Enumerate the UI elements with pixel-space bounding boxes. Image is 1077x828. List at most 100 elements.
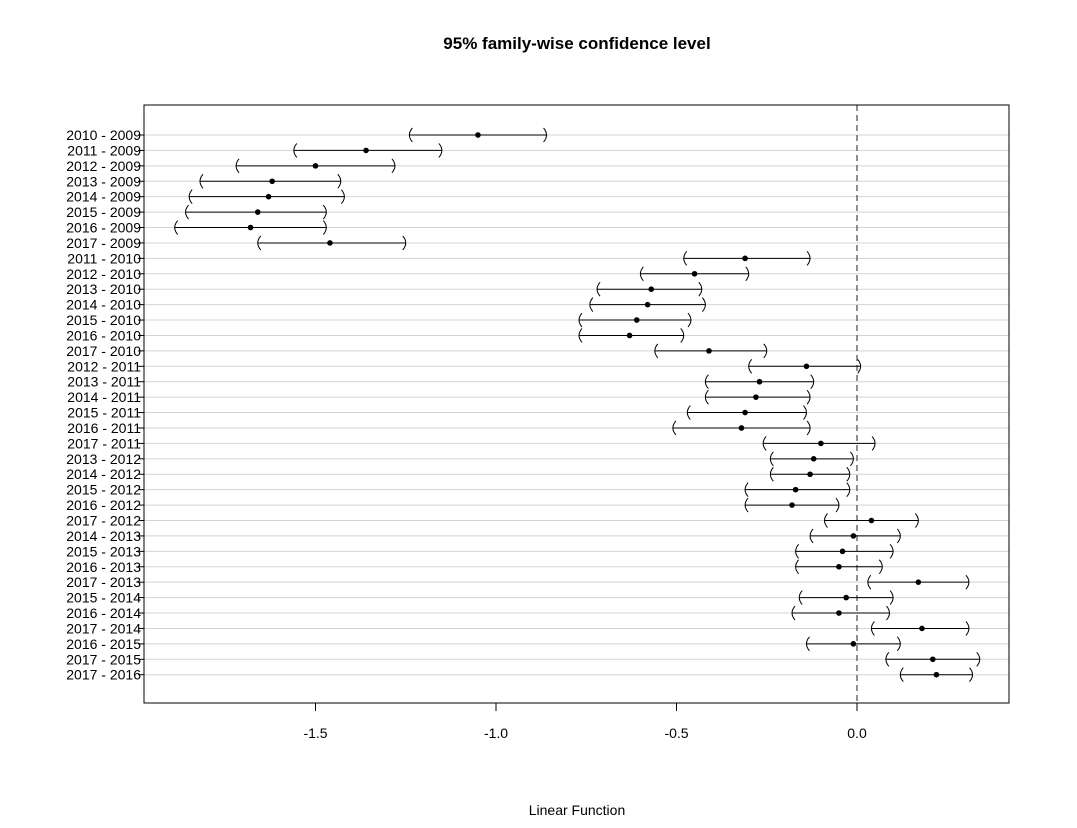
x-tick-label: -1.5 bbox=[303, 725, 327, 741]
interval-2017-2012 bbox=[824, 513, 919, 528]
lower-bound-paren bbox=[748, 358, 753, 374]
upper-bound-paren bbox=[322, 204, 327, 220]
y-tick-label: 2014 - 2013 bbox=[66, 528, 141, 544]
upper-bound-paren bbox=[391, 158, 396, 174]
estimate-point bbox=[933, 671, 940, 678]
estimate-point bbox=[691, 270, 698, 277]
lower-bound-paren bbox=[704, 389, 709, 405]
interval-2014-2010 bbox=[589, 297, 706, 312]
x-tick-label: -1.0 bbox=[484, 725, 508, 741]
estimate-point bbox=[742, 409, 748, 416]
upper-bound-paren bbox=[976, 651, 981, 667]
estimate-point bbox=[843, 594, 849, 601]
upper-bound-paren bbox=[543, 127, 548, 143]
interval-2017-2009 bbox=[257, 235, 407, 251]
lower-bound-paren bbox=[185, 204, 189, 220]
estimate-point bbox=[312, 163, 319, 169]
upper-bound-paren bbox=[896, 528, 901, 544]
estimate-point bbox=[807, 471, 813, 478]
lower-bound-paren bbox=[188, 189, 193, 205]
chart-title: 95% family-wise confidence level bbox=[443, 34, 710, 53]
y-tick-label: 2013 - 2010 bbox=[66, 281, 141, 297]
upper-bound-paren bbox=[886, 605, 890, 621]
upper-bound-paren bbox=[965, 621, 970, 636]
y-tick-label: 2017 - 2014 bbox=[66, 620, 141, 636]
estimate-point bbox=[818, 440, 824, 447]
plot-frame bbox=[143, 104, 1010, 704]
upper-bound-paren bbox=[803, 405, 807, 420]
estimate-point bbox=[706, 348, 712, 354]
y-tick-label: 2011 - 2009 bbox=[67, 142, 141, 158]
interval-2016-2012 bbox=[744, 497, 840, 513]
interval-2015-2009 bbox=[185, 204, 327, 220]
estimate-point bbox=[839, 548, 846, 555]
interval-2016-2015 bbox=[805, 636, 901, 652]
interval-2011-2010 bbox=[683, 251, 811, 266]
lower-bound-paren bbox=[639, 266, 644, 282]
y-tick-label: 2016 - 2010 bbox=[66, 327, 141, 343]
y-tick-label: 2013 - 2012 bbox=[66, 451, 141, 467]
lower-bound-paren bbox=[769, 466, 774, 482]
upper-bound-paren bbox=[763, 343, 768, 359]
interval-2015-2012 bbox=[744, 482, 851, 497]
lower-bound-paren bbox=[791, 605, 796, 621]
lower-bound-paren bbox=[686, 405, 691, 420]
estimate-point bbox=[626, 332, 633, 339]
upper-bound-paren bbox=[745, 266, 750, 282]
lower-bound-paren bbox=[578, 312, 583, 328]
estimate-point bbox=[363, 147, 369, 154]
estimate-point bbox=[836, 610, 842, 616]
estimate-point bbox=[930, 656, 936, 663]
y-tick-label: 2016 - 2012 bbox=[66, 497, 141, 513]
y-tick-label: 2017 - 2010 bbox=[66, 343, 141, 359]
lower-bound-paren bbox=[257, 235, 262, 251]
upper-bound-paren bbox=[322, 220, 327, 235]
y-tick-label: 2016 - 2009 bbox=[66, 220, 141, 236]
interval-2012-2010 bbox=[639, 266, 750, 282]
y-tick-label: 2012 - 2010 bbox=[66, 266, 141, 282]
lower-bound-paren bbox=[744, 497, 749, 513]
interval-2014-2011 bbox=[704, 389, 811, 405]
interval-2016-2014 bbox=[791, 605, 890, 621]
y-tick-label: 2015 - 2010 bbox=[66, 312, 141, 328]
lower-bound-paren bbox=[870, 621, 875, 636]
estimate-point bbox=[836, 563, 842, 570]
x-axis: -1.5 -1.0 -0.5 0.0 bbox=[303, 702, 867, 741]
lower-bound-paren bbox=[824, 513, 828, 528]
lower-bound-paren bbox=[744, 482, 749, 497]
estimate-point bbox=[753, 394, 759, 400]
lower-bound-paren bbox=[293, 143, 298, 158]
lower-bound-paren bbox=[596, 281, 601, 297]
estimate-point bbox=[633, 317, 640, 323]
upper-bound-paren bbox=[857, 358, 862, 374]
upper-bound-paren bbox=[914, 513, 919, 528]
estimate-point bbox=[327, 240, 333, 246]
interval-2017-2013 bbox=[867, 574, 970, 590]
interval-2014-2012 bbox=[769, 466, 851, 482]
interval-2017-2015 bbox=[885, 651, 981, 667]
interval-2015-2011 bbox=[686, 405, 807, 420]
estimate-point bbox=[756, 378, 763, 385]
upper-bound-paren bbox=[806, 389, 811, 405]
interval-2012-2009 bbox=[235, 158, 396, 174]
interval-2016-2009 bbox=[174, 220, 327, 235]
lower-bound-paren bbox=[769, 451, 774, 467]
lower-bound-paren bbox=[798, 590, 803, 605]
y-tick-label: 2017 - 2009 bbox=[66, 235, 141, 251]
lower-bound-paren bbox=[235, 158, 240, 174]
upper-bound-paren bbox=[871, 436, 876, 451]
upper-bound-paren bbox=[701, 297, 706, 312]
estimate-point bbox=[850, 533, 857, 539]
upper-bound-paren bbox=[969, 667, 974, 683]
x-tick-label: -0.5 bbox=[664, 725, 688, 741]
y-tick-label: 2012 - 2009 bbox=[66, 158, 141, 174]
interval-2016-2013 bbox=[795, 559, 883, 575]
grid-lines bbox=[144, 134, 1009, 676]
y-tick-label: 2017 - 2013 bbox=[66, 574, 141, 590]
y-tick-label: 2015 - 2012 bbox=[66, 482, 141, 498]
y-tick-label: 2016 - 2015 bbox=[66, 636, 141, 652]
interval-2016-2011 bbox=[672, 420, 811, 436]
estimate-point bbox=[868, 517, 875, 524]
